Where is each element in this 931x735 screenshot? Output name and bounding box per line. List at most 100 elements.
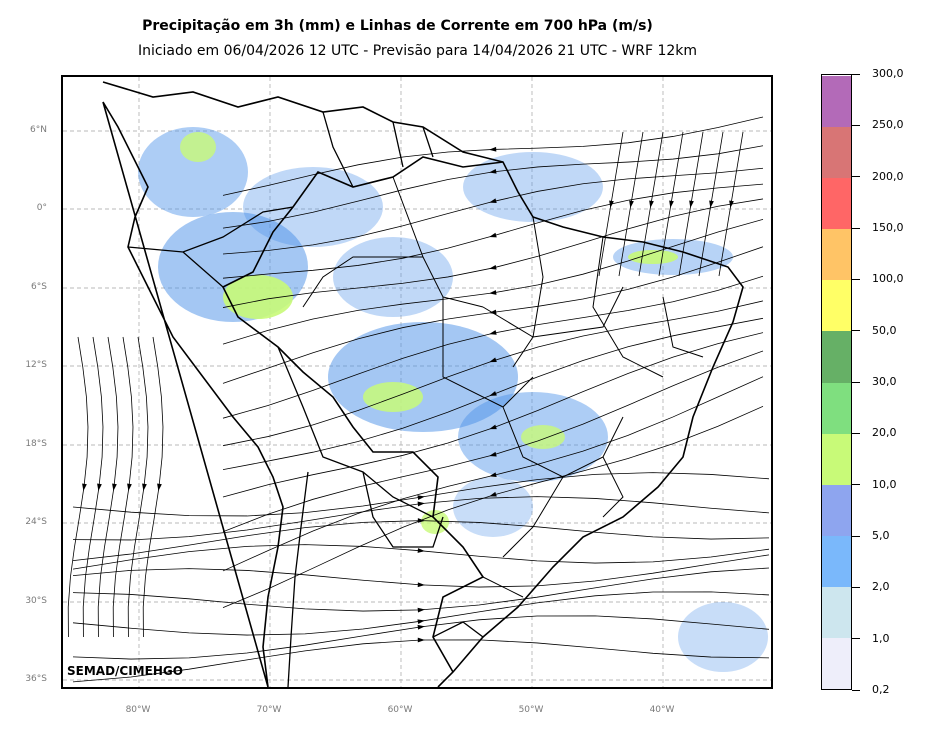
colorbar-tick bbox=[852, 278, 860, 280]
streamline-arrow bbox=[417, 582, 425, 588]
streamline-arrow bbox=[489, 232, 497, 238]
streamline-arrow bbox=[609, 200, 614, 208]
colorbar-label: 30,0 bbox=[872, 375, 897, 388]
colorbar-label: 0,2 bbox=[872, 683, 890, 696]
colorbar-segment bbox=[822, 126, 851, 179]
colorbar-label: 5,0 bbox=[872, 529, 890, 542]
streamline-arrow bbox=[489, 309, 497, 315]
colorbar-tick bbox=[852, 73, 860, 75]
colorbar-label: 50,0 bbox=[872, 323, 897, 337]
streamline-arrow bbox=[489, 290, 497, 295]
lon-label-60w: 60°W bbox=[387, 705, 413, 715]
precip-moderate-peru bbox=[223, 275, 293, 319]
streamline bbox=[72, 520, 770, 562]
colorbar bbox=[821, 74, 852, 690]
colorbar-label: 200,0 bbox=[872, 169, 904, 183]
streamline-arrow bbox=[629, 200, 634, 208]
streamline-arrow bbox=[417, 495, 425, 500]
colorbar-segment bbox=[822, 177, 851, 230]
streamline-arrow bbox=[689, 200, 694, 208]
streamline-arrow bbox=[489, 424, 497, 430]
streamline bbox=[72, 554, 770, 588]
precip-area-para-coast bbox=[463, 152, 603, 222]
uruguay-border bbox=[432, 621, 484, 638]
streamline-arrow bbox=[82, 483, 87, 491]
streamline-arrow bbox=[417, 619, 425, 625]
lat-label-6n: 6°N bbox=[30, 125, 47, 135]
colorbar-label: 1,0 bbox=[872, 631, 890, 645]
borders-layer bbox=[102, 81, 744, 687]
colorbar-segment bbox=[822, 535, 851, 587]
streamline-arrow bbox=[489, 146, 497, 152]
credit-label: SEMAD/CIMEHGO bbox=[67, 664, 183, 678]
colorbar-label: 300,0 bbox=[872, 67, 904, 80]
colorbar-tick bbox=[852, 176, 860, 178]
colorbar-tick bbox=[852, 638, 860, 640]
streamline-arrow bbox=[489, 491, 497, 497]
precip-moderate-south bbox=[421, 510, 449, 534]
streamline-arrow bbox=[489, 451, 497, 457]
streamline-arrow bbox=[417, 518, 425, 523]
map-canvas bbox=[63, 77, 771, 687]
streamline bbox=[72, 567, 770, 612]
lon-label-80w: 80°W bbox=[125, 705, 151, 715]
argentina-chile-border bbox=[287, 471, 309, 687]
colorbar-segment bbox=[822, 382, 851, 434]
streamline-arrow bbox=[729, 200, 734, 208]
lat-label-12s: 12°S bbox=[25, 360, 47, 370]
lat-label-36s: 36°S bbox=[25, 674, 47, 684]
precip-area-atlantic bbox=[678, 602, 768, 672]
streamline-arrow bbox=[417, 501, 425, 507]
peru-ecuador-colombia-border bbox=[127, 206, 294, 288]
colorbar-segment bbox=[822, 433, 851, 485]
streamline-arrow bbox=[649, 200, 654, 208]
colorbar-tick bbox=[852, 586, 860, 588]
streamline-arrow bbox=[112, 483, 117, 491]
colorbar-tick bbox=[852, 381, 860, 383]
lon-label-40w: 40°W bbox=[649, 705, 675, 715]
streamline-arrow bbox=[157, 483, 162, 491]
colorbar-tick bbox=[852, 227, 860, 229]
lat-label-24s: 24°S bbox=[25, 517, 47, 527]
streamline-arrow bbox=[489, 391, 497, 396]
brazil-state-borders bbox=[302, 176, 704, 598]
colorbar-segment bbox=[822, 228, 851, 281]
colorbar-tick bbox=[852, 330, 860, 332]
colorbar-label: 150,0 bbox=[872, 221, 904, 234]
map-subtitle: Iniciado em 06/04/2026 12 UTC - Previsão… bbox=[137, 43, 698, 59]
colorbar-label: 20,0 bbox=[872, 426, 897, 440]
precip-moderate-bolivia bbox=[363, 382, 423, 412]
colorbar-segment bbox=[822, 279, 851, 332]
colorbar-tick bbox=[852, 535, 860, 537]
streamline-arrow bbox=[709, 200, 714, 208]
streamline-arrow bbox=[417, 607, 425, 613]
colorbar-tick bbox=[852, 124, 860, 126]
lat-label-0: 0° bbox=[36, 203, 47, 213]
streamline-arrow bbox=[489, 198, 497, 204]
map-title: Precipitação em 3h (mm) e Linhas de Corr… bbox=[142, 18, 653, 34]
venezuela-guyana-border bbox=[322, 111, 434, 188]
streamline-arrow bbox=[97, 483, 102, 491]
streamline-arrow bbox=[489, 168, 497, 174]
lat-label-6s: 6°S bbox=[31, 282, 47, 292]
precip-area-central-amazon bbox=[333, 237, 453, 317]
streamline-arrow bbox=[669, 200, 674, 208]
colorbar-label: 10,0 bbox=[872, 477, 897, 491]
streamline-arrow bbox=[142, 483, 147, 491]
brazil-border bbox=[221, 156, 504, 673]
colorbar-tick bbox=[852, 689, 860, 691]
paraguay-border bbox=[362, 471, 444, 548]
streamline-arrow bbox=[489, 264, 497, 270]
colorbar-label: 250,0 bbox=[872, 118, 904, 132]
streamlines-layer bbox=[67, 116, 770, 683]
precip-moderate-colombia bbox=[180, 132, 216, 162]
lon-label-50w: 50°W bbox=[518, 705, 544, 715]
precip-area-colombia bbox=[138, 127, 248, 217]
streamline-arrow bbox=[489, 330, 497, 335]
lat-label-18s: 18°S bbox=[25, 439, 47, 449]
colorbar-label: 2,0 bbox=[872, 580, 890, 594]
map-panel bbox=[61, 75, 773, 689]
streamline-arrow bbox=[127, 483, 132, 491]
lon-label-70w: 70°W bbox=[256, 705, 282, 715]
colorbar-tick bbox=[852, 432, 860, 434]
